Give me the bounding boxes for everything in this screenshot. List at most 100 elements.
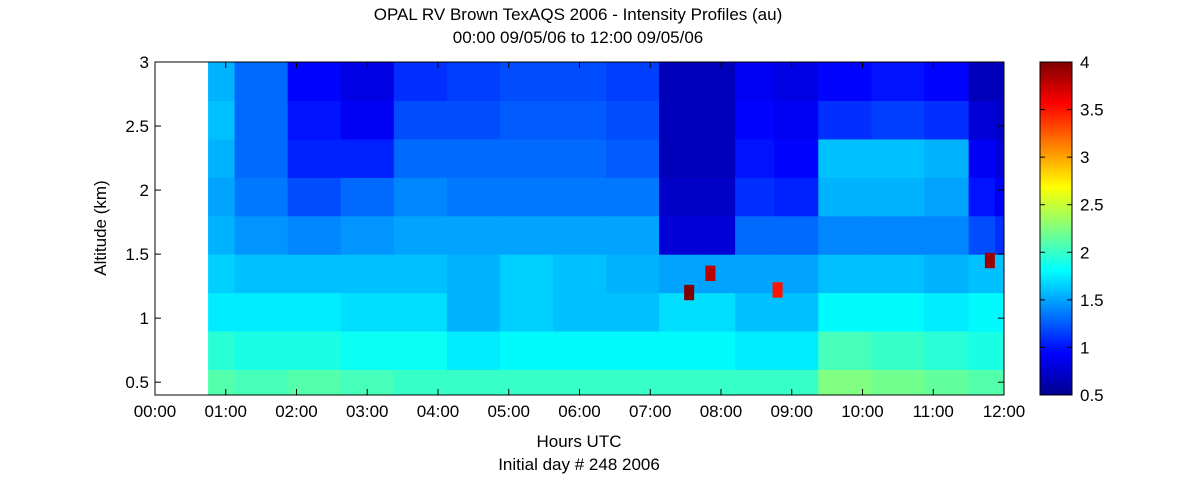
y-axis: 0.5 1 1.5 2 2.5 3: [125, 53, 1004, 392]
heatmap-cell: [699, 254, 736, 294]
chart-subtitle: 00:00 09/05/06 to 12:00 09/05/06: [453, 28, 704, 47]
heatmap-cell: [968, 138, 996, 178]
high-intensity-spot: [705, 265, 716, 282]
y-axis-label: Altitude (km): [91, 180, 110, 275]
heatmap-cell: [774, 292, 819, 332]
heatmap-cell: [446, 177, 501, 217]
x-tick-label: 01:00: [204, 402, 247, 421]
heatmap-cell: [340, 177, 395, 217]
heatmap-cell: [699, 215, 736, 255]
heatmap-cell: [446, 215, 501, 255]
heatmap-cell: [393, 62, 448, 102]
high-intensity-spot: [984, 252, 995, 269]
heatmap-cell: [393, 330, 448, 370]
heatmap-cell: [659, 330, 701, 370]
heatmap-cell: [552, 100, 607, 140]
heatmap-cell: [606, 330, 660, 370]
x-tick-label: 05:00: [487, 402, 530, 421]
heatmap-cell: [208, 254, 236, 294]
heatmap-cell: [735, 62, 775, 102]
heatmap-cell: [552, 177, 607, 217]
colorbar: [1039, 61, 1073, 396]
heatmap-cell: [499, 177, 554, 217]
heatmap-cell: [552, 62, 607, 102]
heatmap-cell: [735, 292, 775, 332]
x-tick-label: 06:00: [558, 402, 601, 421]
heatmap-cell: [924, 215, 970, 255]
y-tick-label: 3: [140, 53, 149, 72]
y-tick-label: 1: [140, 309, 149, 328]
heatmap-cell: [606, 254, 660, 294]
heatmap-cell: [659, 100, 701, 140]
heatmap-cell: [552, 254, 607, 294]
heatmap-cell: [818, 177, 872, 217]
heatmap-cell: [208, 330, 236, 370]
heatmap-cell: [995, 254, 1004, 294]
heatmap-cell: [446, 330, 501, 370]
colorbar-tick-label: 2.5: [1080, 196, 1104, 215]
heatmap-cell: [699, 100, 736, 140]
heatmap-cell: [995, 100, 1004, 140]
heatmap-cell: [606, 292, 660, 332]
heatmap-cell: [208, 100, 236, 140]
heatmap-cell: [287, 215, 342, 255]
colorbar-tick-label: 3.5: [1080, 101, 1104, 120]
heatmap-cell: [499, 138, 554, 178]
heatmap-cell: [287, 62, 342, 102]
heatmap-cell: [774, 138, 819, 178]
heatmap-cell: [287, 254, 342, 294]
colorbar-tick-label: 2: [1080, 243, 1089, 262]
heatmap-cell: [606, 138, 660, 178]
x-axis: 00:00 01:00 02:00 03:00 04:00 05:00 06:00 07:00…: [134, 62, 1025, 421]
heatmap-cell: [871, 254, 926, 294]
heatmap-cell: [659, 254, 701, 294]
heatmap-cell: [924, 177, 970, 217]
heatmap-cell: [234, 62, 289, 102]
heatmap-cell: [699, 177, 736, 217]
heatmap-cell: [446, 138, 501, 178]
heatmap-cell: [818, 62, 872, 102]
heatmap-cell: [606, 215, 660, 255]
heatmap-cell: [871, 292, 926, 332]
heatmap-cell: [340, 215, 395, 255]
colorbar-tick-label: 1.5: [1080, 291, 1104, 310]
heatmap-cell: [774, 177, 819, 217]
heatmap-cell: [340, 330, 395, 370]
heatmap-cell: [234, 330, 289, 370]
heatmap-cell: [552, 330, 607, 370]
x-tick-label: 02:00: [275, 402, 318, 421]
heatmap-cell: [208, 292, 236, 332]
heatmap-cell: [606, 177, 660, 217]
heatmap-cell: [735, 330, 775, 370]
heatmap-cell: [499, 62, 554, 102]
heatmap-cell: [340, 254, 395, 294]
heatmap-cell: [340, 100, 395, 140]
heatmap-cell: [606, 62, 660, 102]
y-tick-label: 0.5: [125, 373, 149, 392]
heatmap-cell: [234, 215, 289, 255]
heatmap-cell: [208, 177, 236, 217]
heatmap-cell: [924, 254, 970, 294]
heatmap-cell: [699, 292, 736, 332]
heatmap-cell: [393, 100, 448, 140]
heatmap-cell: [871, 100, 926, 140]
heatmap-cell: [968, 177, 996, 217]
heatmap-cell: [340, 138, 395, 178]
heatmap-cell: [924, 292, 970, 332]
heatmap-cell: [871, 177, 926, 217]
heatmap-cell: [818, 330, 872, 370]
heatmap-area: [208, 62, 1004, 395]
heatmap-cell: [924, 330, 970, 370]
heatmap-cell: [552, 215, 607, 255]
high-intensity-spot: [772, 282, 783, 298]
heatmap-cell: [871, 330, 926, 370]
heatmap-cell: [699, 330, 736, 370]
heatmap-cell: [995, 62, 1004, 102]
x-tick-label: 11:00: [913, 402, 954, 421]
x-tick-label: 00:00: [134, 402, 177, 421]
chart-title: OPAL RV Brown TexAQS 2006 - Intensity Pr…: [374, 5, 783, 24]
heatmap-cell: [924, 138, 970, 178]
colorbar-axis: 0.5 1 1.5 2 2.5 3 3.5 4: [1040, 53, 1104, 405]
heatmap-cell: [287, 100, 342, 140]
